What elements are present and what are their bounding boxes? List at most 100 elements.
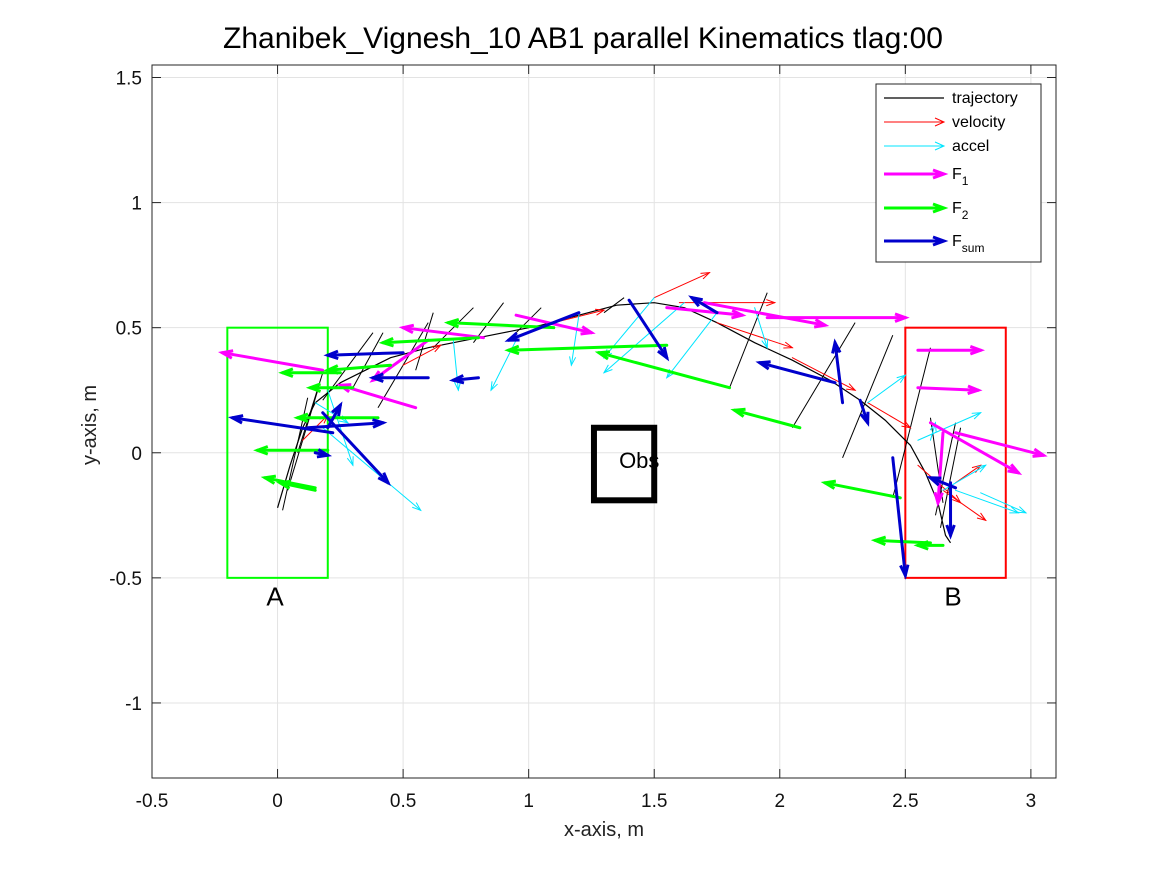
velocity-arrow (867, 402, 912, 429)
f2-arrow-head (253, 445, 269, 456)
f1-arrow-head (969, 345, 986, 356)
x-tick-label: 2.5 (892, 791, 918, 812)
f1-arrow-head (1032, 447, 1048, 458)
fsum-arrow (945, 481, 956, 540)
f1-arrow (665, 306, 747, 320)
accel-arrow (754, 307, 769, 350)
legend-arrow-head (934, 117, 946, 127)
f2-arrow-shaft (446, 321, 556, 330)
fsum-arrow (228, 414, 335, 435)
y-tick-label: 1 (131, 194, 142, 215)
fsum-arrow-shaft (758, 361, 837, 385)
f1-arrow-head (933, 491, 944, 508)
f1-arrow (398, 323, 485, 340)
f1-arrow-shaft (665, 306, 744, 317)
velocity-arrow-shaft (716, 322, 793, 349)
accel-arrow (980, 492, 1028, 514)
fsum-arrow-head (899, 564, 910, 580)
f2-arrow (730, 407, 802, 430)
axes-box (151, 64, 1057, 779)
velocity-arrow-head (431, 344, 443, 353)
f2-arrow-head (378, 337, 394, 348)
f1-arrow-head (398, 323, 415, 335)
f2-arrow-shaft (733, 408, 802, 430)
f1-arrow-head (813, 318, 830, 329)
fsum-arrow-head (945, 524, 956, 540)
fsum-arrow-head (377, 472, 392, 486)
trajectory-segment (892, 347, 931, 498)
accel-arrow-head (1016, 506, 1028, 514)
accel-arrow-head (412, 502, 422, 512)
y-tick-label: 0 (131, 444, 142, 465)
f2-arrow-head (594, 350, 611, 361)
f1-arrow (928, 421, 1023, 475)
x-tick-label: 1 (523, 791, 534, 812)
f1-arrow (933, 431, 945, 508)
f2-arrow (913, 540, 945, 551)
fsum-arrow-shaft (833, 341, 845, 405)
f2-arrow-shaft (597, 351, 732, 390)
y-tick-label: 0.5 (116, 319, 142, 340)
legend-arrow-head (932, 168, 949, 180)
x-tick-label: 3 (1026, 791, 1037, 812)
fsum-arrow-head (331, 401, 343, 417)
fsum-arrow-head (831, 338, 842, 354)
accel-arrow-head (971, 412, 983, 420)
accel-arrow-shaft (867, 374, 906, 404)
f2-arrow-head (913, 540, 929, 551)
legend-item-accel: accel (884, 138, 989, 155)
fsum-arrow (926, 476, 958, 490)
accel-arrow-head (346, 456, 354, 467)
f1-arrow (916, 384, 983, 395)
fsum-arrow-shaft (627, 298, 669, 360)
fsum-arrow-shaft (928, 476, 958, 490)
f2-arrow-shaft (326, 363, 393, 372)
f2-arrow-head (323, 364, 339, 375)
accel-arrow-head (896, 374, 907, 383)
axes-layer (151, 64, 1057, 779)
f2-arrow-head (278, 367, 294, 378)
fsum-arrow-shaft (690, 296, 719, 315)
f1-arrow-shaft (702, 301, 827, 327)
f1-arrow (702, 301, 830, 329)
accel-arrow-shaft (570, 314, 580, 366)
f2-arrow-head (275, 479, 292, 490)
fsum-arrow (306, 418, 388, 430)
velocity-arrow-head (901, 420, 912, 429)
fsum-arrow (858, 398, 870, 427)
x-tick-label: -0.5 (136, 791, 169, 812)
y-tick-label: -0.5 (109, 569, 142, 590)
legend-item-trajectory: trajectory (884, 90, 1018, 107)
fsum-arrow (891, 456, 910, 580)
legend-label-subscript: sum (962, 241, 985, 255)
accel-arrow-head (569, 356, 577, 367)
fsum-arrow (755, 360, 837, 385)
region-box-b (904, 326, 1007, 579)
accel-arrow (569, 314, 580, 367)
fsum-arrow (313, 448, 333, 459)
fsum-arrow (323, 349, 405, 361)
f1-arrow-head (731, 309, 747, 320)
fsum-arrow-head (688, 295, 703, 308)
accel-arrow-shaft (955, 489, 1019, 514)
region-box-a (226, 326, 329, 579)
x-axis-label: x-axis, m (564, 819, 644, 841)
x-tick-label: 2 (774, 791, 785, 812)
fsum-arrow-shaft (507, 311, 581, 342)
f1-arrow (765, 312, 910, 323)
fsum-arrow-head (755, 360, 771, 371)
obstacle-box (590, 424, 658, 504)
accel-arrow-head (761, 338, 769, 350)
f2-arrow-head (504, 344, 520, 356)
y-tick-label: 1.5 (116, 69, 142, 90)
f2-arrow-shaft (823, 481, 902, 500)
f2-arrow (443, 317, 556, 330)
fsum-arrow-shaft (321, 411, 390, 485)
x-tick-label: 1.5 (641, 791, 667, 812)
x-tick-label: 0 (272, 791, 283, 812)
velocity-arrow-head (766, 299, 777, 307)
f2-arrow-head (305, 382, 322, 393)
chart-title: Zhanibek_Vignesh_10 AB1 parallel Kinemat… (223, 22, 943, 55)
series-layer (218, 272, 1048, 580)
f1-arrow-head (218, 349, 234, 360)
